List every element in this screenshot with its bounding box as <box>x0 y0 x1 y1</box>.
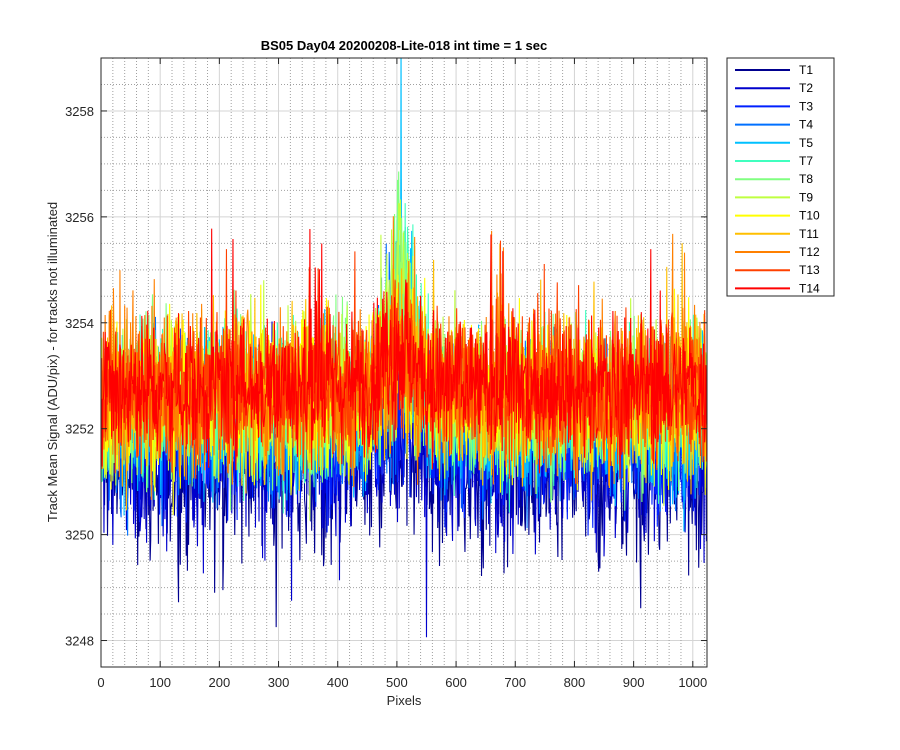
x-tick-label: 800 <box>564 675 586 690</box>
legend-label-t2: T2 <box>799 81 813 95</box>
axes-box <box>100 57 708 668</box>
x-tick-label: 1000 <box>678 675 707 690</box>
x-tick-label: 100 <box>149 675 171 690</box>
x-tick-label: 400 <box>327 675 349 690</box>
legend-label-t13: T13 <box>799 263 820 277</box>
y-tick-label: 3250 <box>65 528 94 543</box>
series-line-t14 <box>101 228 707 479</box>
y-tick-label: 3256 <box>65 210 94 225</box>
x-tick-label: 500 <box>386 675 408 690</box>
legend: T1 T2 T3 T4 T5 T7 T8 T9 T10 T11 T12 T13 T14 <box>726 57 835 297</box>
legend-label-t11: T11 <box>799 227 819 241</box>
y-tick-label: 3258 <box>65 104 94 119</box>
legend-label-t5: T5 <box>799 136 813 150</box>
x-tick-label: 700 <box>504 675 526 690</box>
legend-label-t3: T3 <box>799 99 813 113</box>
legend-label-t1: T1 <box>799 63 813 77</box>
x-tick-label: 200 <box>209 675 231 690</box>
y-tick-label: 3248 <box>65 634 94 649</box>
y-axis-label: Track Mean Signal (ADU/pix) - for tracks… <box>45 202 60 522</box>
legend-label-t12: T12 <box>799 245 820 259</box>
legend-label-t4: T4 <box>799 118 813 132</box>
y-tick-label: 3252 <box>65 422 94 437</box>
chart-title: BS05 Day04 20200208-Lite-018 int time = … <box>261 38 548 53</box>
y-tick-label: 3254 <box>65 316 94 331</box>
legend-label-t9: T9 <box>799 190 813 204</box>
legend-label-t8: T8 <box>799 172 813 186</box>
legend-label-t7: T7 <box>799 154 813 168</box>
legend-box <box>726 57 835 297</box>
ticks: 0 100 200 300 400 500 600 700 800 900 1000 3248 3250… <box>65 58 707 690</box>
x-tick-label: 300 <box>268 675 290 690</box>
x-tick-label: 0 <box>97 675 104 690</box>
legend-label-t10: T10 <box>799 209 820 223</box>
x-tick-label: 600 <box>445 675 467 690</box>
x-tick-label: 900 <box>623 675 645 690</box>
legend-label-t14: T14 <box>799 281 820 295</box>
series-layer <box>101 58 707 638</box>
x-axis-label: Pixels <box>387 693 422 708</box>
